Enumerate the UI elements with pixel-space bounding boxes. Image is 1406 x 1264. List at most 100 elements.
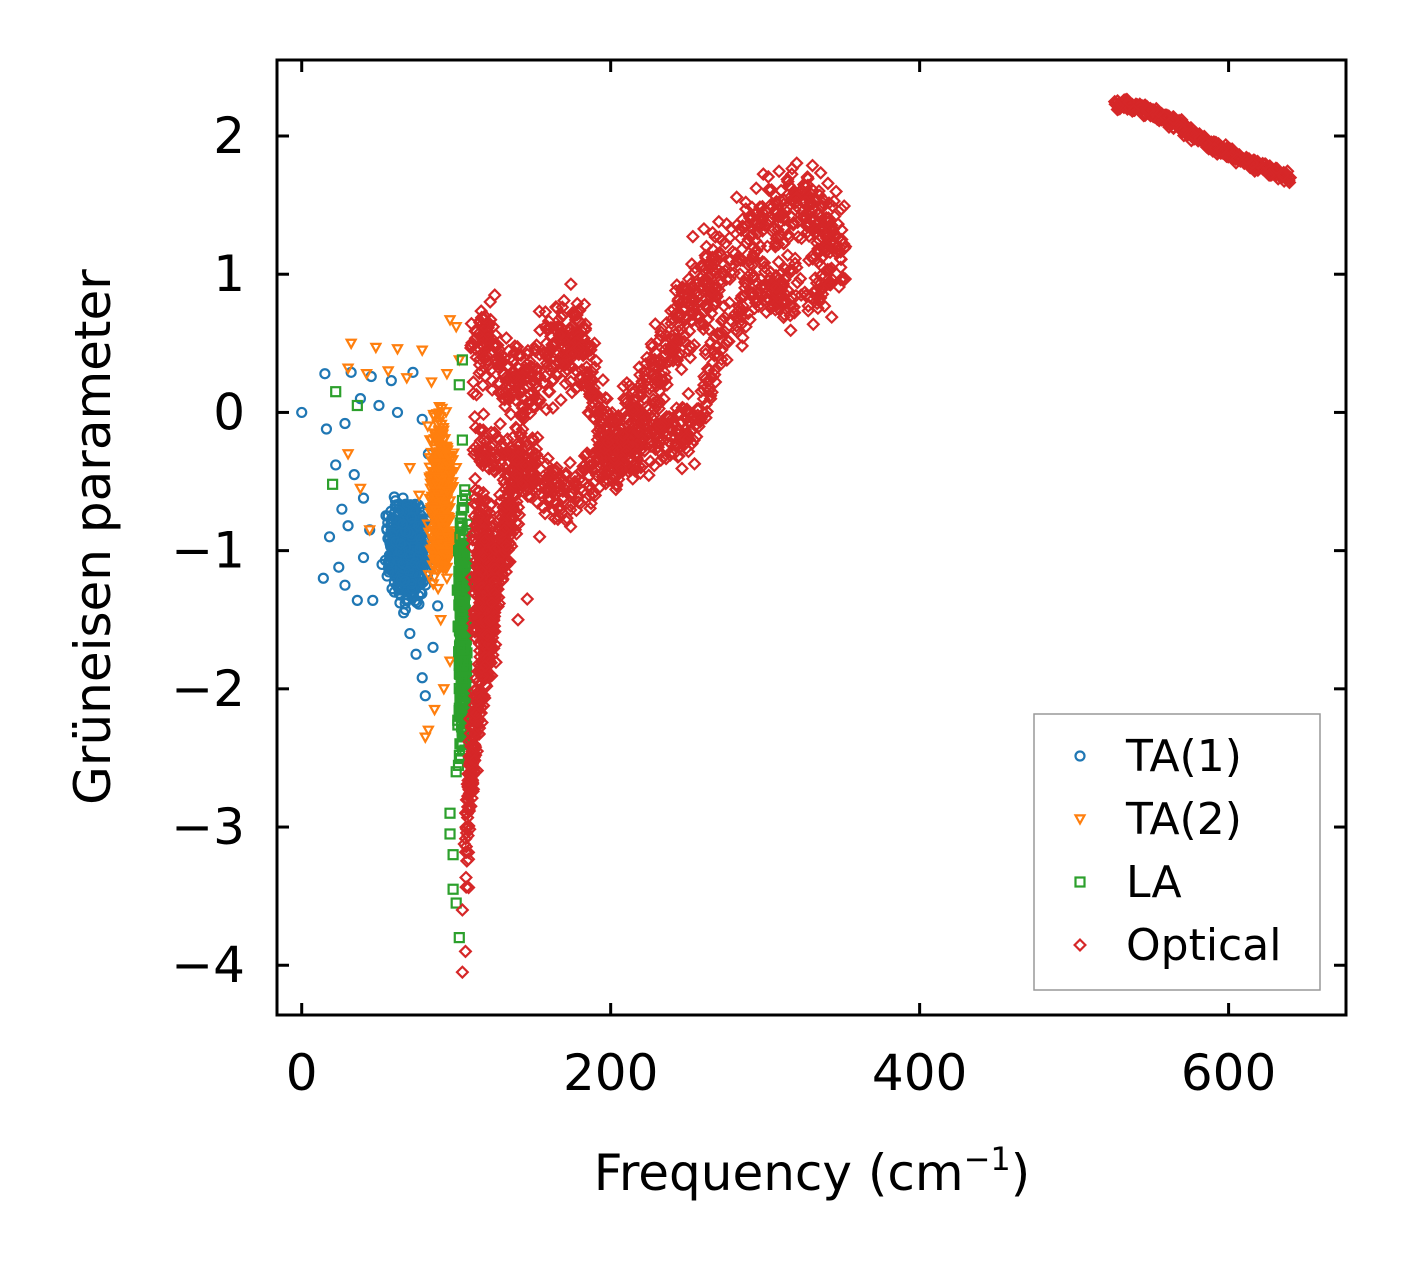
scatter-points xyxy=(296,92,1298,980)
data-point xyxy=(811,184,826,198)
data-point xyxy=(296,406,308,419)
data-point xyxy=(538,369,553,384)
data-point xyxy=(502,498,517,513)
data-point xyxy=(483,439,498,454)
data-point xyxy=(746,210,761,225)
data-point xyxy=(413,590,425,602)
data-point xyxy=(775,276,790,291)
data-point xyxy=(719,272,734,287)
series-ta-1 xyxy=(296,366,447,702)
data-point xyxy=(785,263,800,278)
data-point xyxy=(341,449,355,461)
data-point xyxy=(1192,131,1207,146)
data-point xyxy=(455,698,467,710)
data-point xyxy=(607,448,622,463)
data-point xyxy=(1126,103,1141,118)
data-point xyxy=(746,215,761,230)
plot-frame xyxy=(275,58,1348,1017)
data-point xyxy=(481,637,496,652)
x-axis-title: Frequency (cm−1) xyxy=(594,1140,1031,1202)
legend-label: LA xyxy=(1126,857,1182,908)
data-point xyxy=(630,424,645,439)
data-point xyxy=(771,222,785,237)
data-point xyxy=(486,319,501,334)
data-point xyxy=(472,366,487,381)
data-point xyxy=(519,372,534,387)
data-point xyxy=(484,450,499,465)
data-point xyxy=(434,546,448,559)
data-point xyxy=(401,499,413,511)
data-point xyxy=(476,485,491,500)
data-point xyxy=(712,326,727,341)
data-point xyxy=(422,570,436,582)
data-point xyxy=(1214,142,1229,157)
data-point xyxy=(552,328,567,343)
data-point xyxy=(1166,112,1181,127)
data-point xyxy=(437,684,451,696)
data-point xyxy=(804,205,819,220)
data-point xyxy=(339,417,351,430)
data-point xyxy=(495,567,510,582)
data-point xyxy=(668,283,683,298)
data-point xyxy=(430,565,444,578)
data-point xyxy=(822,274,837,289)
data-point xyxy=(745,289,760,304)
data-point xyxy=(357,551,370,564)
data-point xyxy=(406,582,419,595)
data-point xyxy=(505,508,520,523)
data-point xyxy=(585,446,600,461)
data-point xyxy=(542,481,557,496)
data-point xyxy=(433,447,446,459)
legend-label: Optical xyxy=(1126,920,1281,971)
data-point xyxy=(429,460,443,472)
data-point xyxy=(824,261,839,276)
data-point xyxy=(471,327,486,342)
data-point xyxy=(511,361,526,376)
data-point xyxy=(790,275,805,290)
data-point xyxy=(428,572,441,584)
y-tick-label: −3 xyxy=(171,798,245,856)
data-point xyxy=(787,300,802,314)
data-point xyxy=(708,229,723,244)
data-point xyxy=(434,615,448,627)
data-point xyxy=(323,531,336,543)
data-point xyxy=(538,305,553,320)
data-point xyxy=(563,455,578,470)
data-point xyxy=(475,692,490,707)
data-point xyxy=(587,336,602,351)
data-point xyxy=(648,345,663,360)
data-point xyxy=(443,467,456,480)
data-point xyxy=(458,697,470,709)
data-point xyxy=(502,483,516,498)
data-point xyxy=(436,514,450,526)
data-point xyxy=(394,538,407,550)
data-point xyxy=(625,400,640,415)
data-point xyxy=(815,230,830,245)
legend-marker xyxy=(1074,876,1086,888)
data-point xyxy=(724,221,739,236)
data-point xyxy=(587,381,601,396)
data-point xyxy=(571,341,586,356)
data-point xyxy=(419,690,431,702)
data-point xyxy=(556,357,571,372)
data-point xyxy=(532,529,547,544)
data-point xyxy=(747,301,762,316)
data-point xyxy=(663,304,678,318)
data-point xyxy=(484,595,499,610)
data-point xyxy=(677,328,692,343)
data-point xyxy=(813,258,828,273)
data-point xyxy=(1141,102,1156,117)
data-point xyxy=(571,302,586,317)
data-point xyxy=(1245,156,1260,171)
data-point xyxy=(403,565,415,577)
data-point xyxy=(515,422,530,437)
data-point xyxy=(376,558,388,571)
data-point xyxy=(474,455,489,470)
data-point xyxy=(674,322,689,337)
data-point xyxy=(547,511,562,526)
data-point xyxy=(663,448,678,463)
data-point xyxy=(515,407,530,422)
data-point xyxy=(633,466,648,480)
data-point xyxy=(459,820,474,835)
data-point xyxy=(471,505,485,520)
